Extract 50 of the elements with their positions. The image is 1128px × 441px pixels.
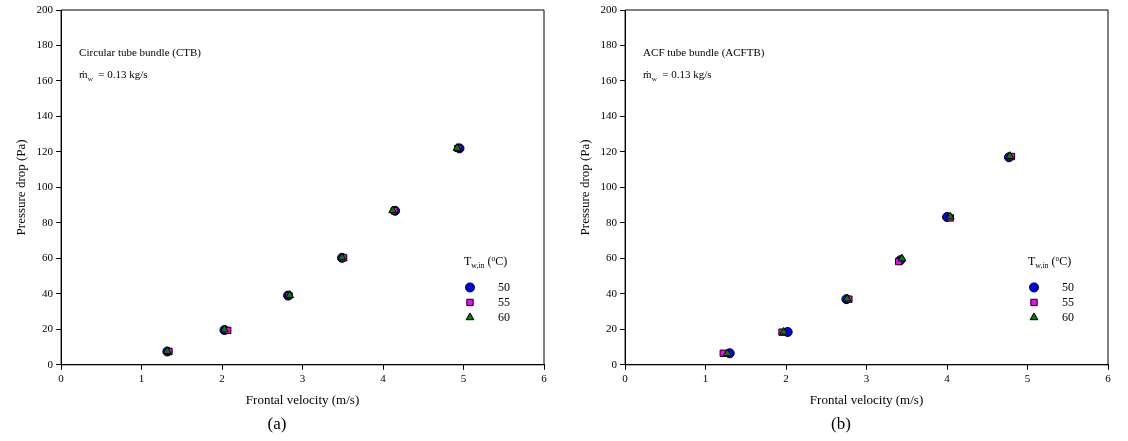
x-tick-label: 3 — [299, 372, 306, 385]
y-tick-label: 180 — [36, 38, 54, 51]
legend-label: 60 — [1062, 310, 1074, 325]
x-tick-label: 2 — [219, 372, 225, 385]
x-tick-label: 2 — [783, 372, 789, 385]
y-tick-label: 200 — [600, 2, 618, 15]
y-axis-title: Pressure drop (Pa) — [577, 139, 593, 236]
legend-label: 50 — [498, 280, 510, 295]
x-tick-label: 0 — [58, 372, 65, 385]
y-tick-label: 80 — [606, 215, 618, 228]
y-tick-label: 0 — [47, 357, 54, 370]
y-tick-label: 120 — [600, 144, 618, 157]
y-tick-label: 140 — [36, 109, 54, 122]
annotation: Circular tube bundle (CTB) — [79, 46, 202, 59]
x-tick-label: 4 — [380, 372, 387, 385]
x-tick-label: 6 — [1105, 372, 1112, 385]
y-tick-label: 120 — [36, 144, 54, 157]
x-tick-label: 3 — [863, 372, 870, 385]
x-tick-label: 5 — [460, 372, 467, 385]
text: (a) — [267, 414, 287, 434]
y-tick-label: 60 — [42, 251, 54, 264]
y-tick-label: 100 — [36, 180, 54, 193]
x-tick-label: 4 — [944, 372, 951, 385]
x-tick-label: 5 — [1024, 372, 1031, 385]
y-tick-label: 60 — [606, 251, 618, 264]
y-axis-title: Pressure drop (Pa) — [13, 139, 29, 236]
legend-label: 55 — [498, 295, 510, 310]
y-tick-label: 200 — [36, 2, 54, 15]
y-tick-label: 160 — [36, 73, 54, 86]
x-tick-label: 1 — [138, 372, 145, 385]
text: (b) — [831, 414, 851, 434]
x-tick-label: 0 — [622, 372, 629, 385]
y-tick-label: 80 — [42, 215, 54, 228]
y-tick-label: 100 — [600, 180, 618, 193]
legend-label: 60 — [498, 310, 510, 325]
y-tick-label: 160 — [600, 73, 618, 86]
y-tick-label: 0 — [611, 357, 618, 370]
y-tick-label: 180 — [600, 38, 618, 51]
y-tick-label: 40 — [42, 286, 54, 299]
legend-label: 50 — [1062, 280, 1074, 295]
y-tick-label: 20 — [42, 322, 54, 335]
legend-label: 55 — [1062, 295, 1074, 310]
x-axis-title: Frontal velocity (m/s) — [245, 392, 360, 408]
x-tick-label: 1 — [702, 372, 709, 385]
y-tick-label: 20 — [606, 322, 618, 335]
y-tick-label: 140 — [600, 109, 618, 122]
y-tick-label: 40 — [606, 286, 618, 299]
annotation: ACF tube bundle (ACFTB) — [643, 46, 765, 59]
x-axis-title: Frontal velocity (m/s) — [809, 392, 924, 408]
x-tick-label: 6 — [541, 372, 548, 385]
